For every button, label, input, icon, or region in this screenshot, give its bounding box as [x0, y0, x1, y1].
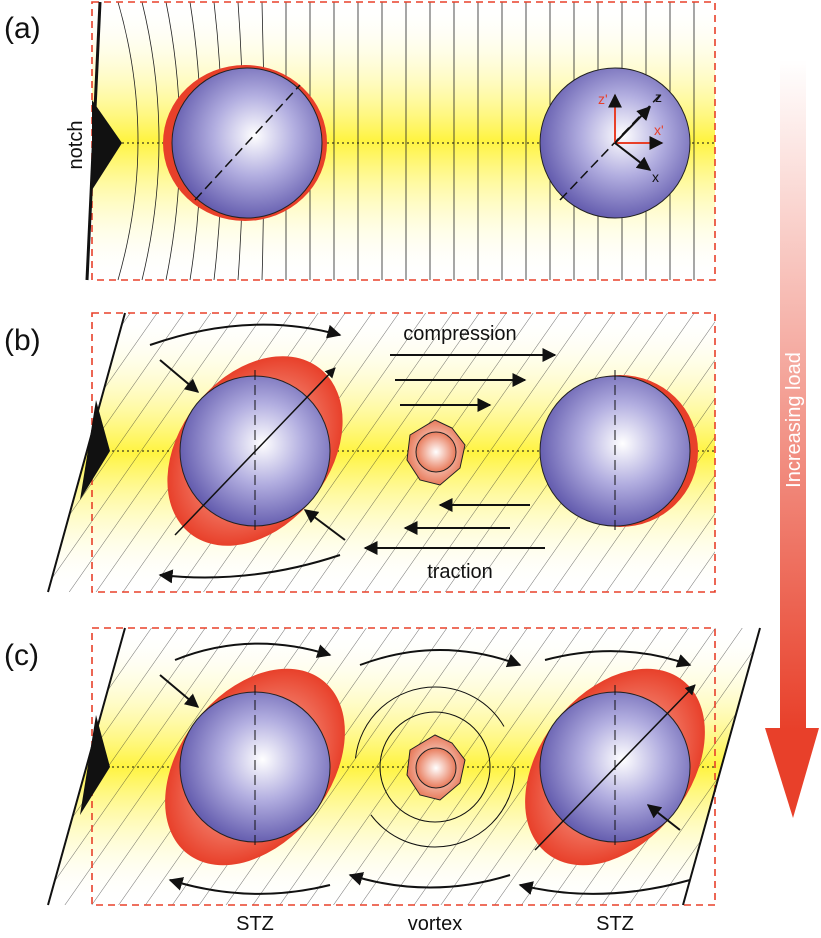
- shape: [348, 872, 511, 889]
- shape: [47, 312, 126, 593]
- shape: [117, 1, 139, 281]
- shape: [141, 1, 160, 281]
- shape: [682, 627, 761, 906]
- shape: [158, 554, 341, 584]
- stz-label: STZ: [596, 913, 634, 935]
- shape: [765, 728, 819, 818]
- shape: [614, 105, 651, 144]
- axis-z-prime: z': [598, 91, 608, 107]
- shape: [415, 431, 457, 473]
- stz-label: STZ: [236, 913, 274, 935]
- shape: [614, 142, 652, 171]
- shape: [415, 747, 457, 789]
- shape: [646, 804, 681, 831]
- traction-label: traction: [427, 561, 493, 583]
- panel-a: z' x' z x (a) notch: [4, 1, 716, 281]
- shape: [174, 367, 336, 536]
- shape: [354, 686, 516, 848]
- shape: [80, 715, 110, 815]
- axis-z: z: [655, 89, 662, 105]
- shape: [91, 312, 716, 593]
- axis-x: x: [652, 169, 659, 185]
- compression-label: compression: [403, 323, 516, 345]
- shape: [534, 684, 696, 851]
- panel-label: (c): [4, 639, 39, 672]
- shape: [159, 674, 200, 708]
- vortex-label: vortex: [408, 913, 462, 935]
- axis-x-prime: x': [654, 122, 664, 138]
- load-label: Increasing load: [783, 352, 805, 488]
- panel-c: STZ vortex STZ (c): [4, 627, 761, 935]
- shape: [194, 84, 301, 201]
- panel-b: compression traction (b): [4, 312, 716, 593]
- shape: [149, 323, 342, 346]
- shape: [780, 60, 806, 730]
- shape: [92, 100, 122, 190]
- panel-label: (b): [4, 324, 41, 357]
- shape: [47, 627, 126, 906]
- shape: [518, 879, 691, 895]
- shape: [159, 359, 200, 393]
- shape: [359, 649, 522, 668]
- notch-label: notch: [65, 121, 87, 170]
- shape: [303, 509, 346, 541]
- load-arrow: Increasing load: [765, 60, 819, 818]
- shape: [544, 650, 692, 668]
- panel-label: (a): [4, 12, 41, 45]
- shape: [168, 877, 331, 895]
- shape: [80, 400, 110, 500]
- shape: [379, 711, 491, 823]
- shape: [174, 642, 332, 661]
